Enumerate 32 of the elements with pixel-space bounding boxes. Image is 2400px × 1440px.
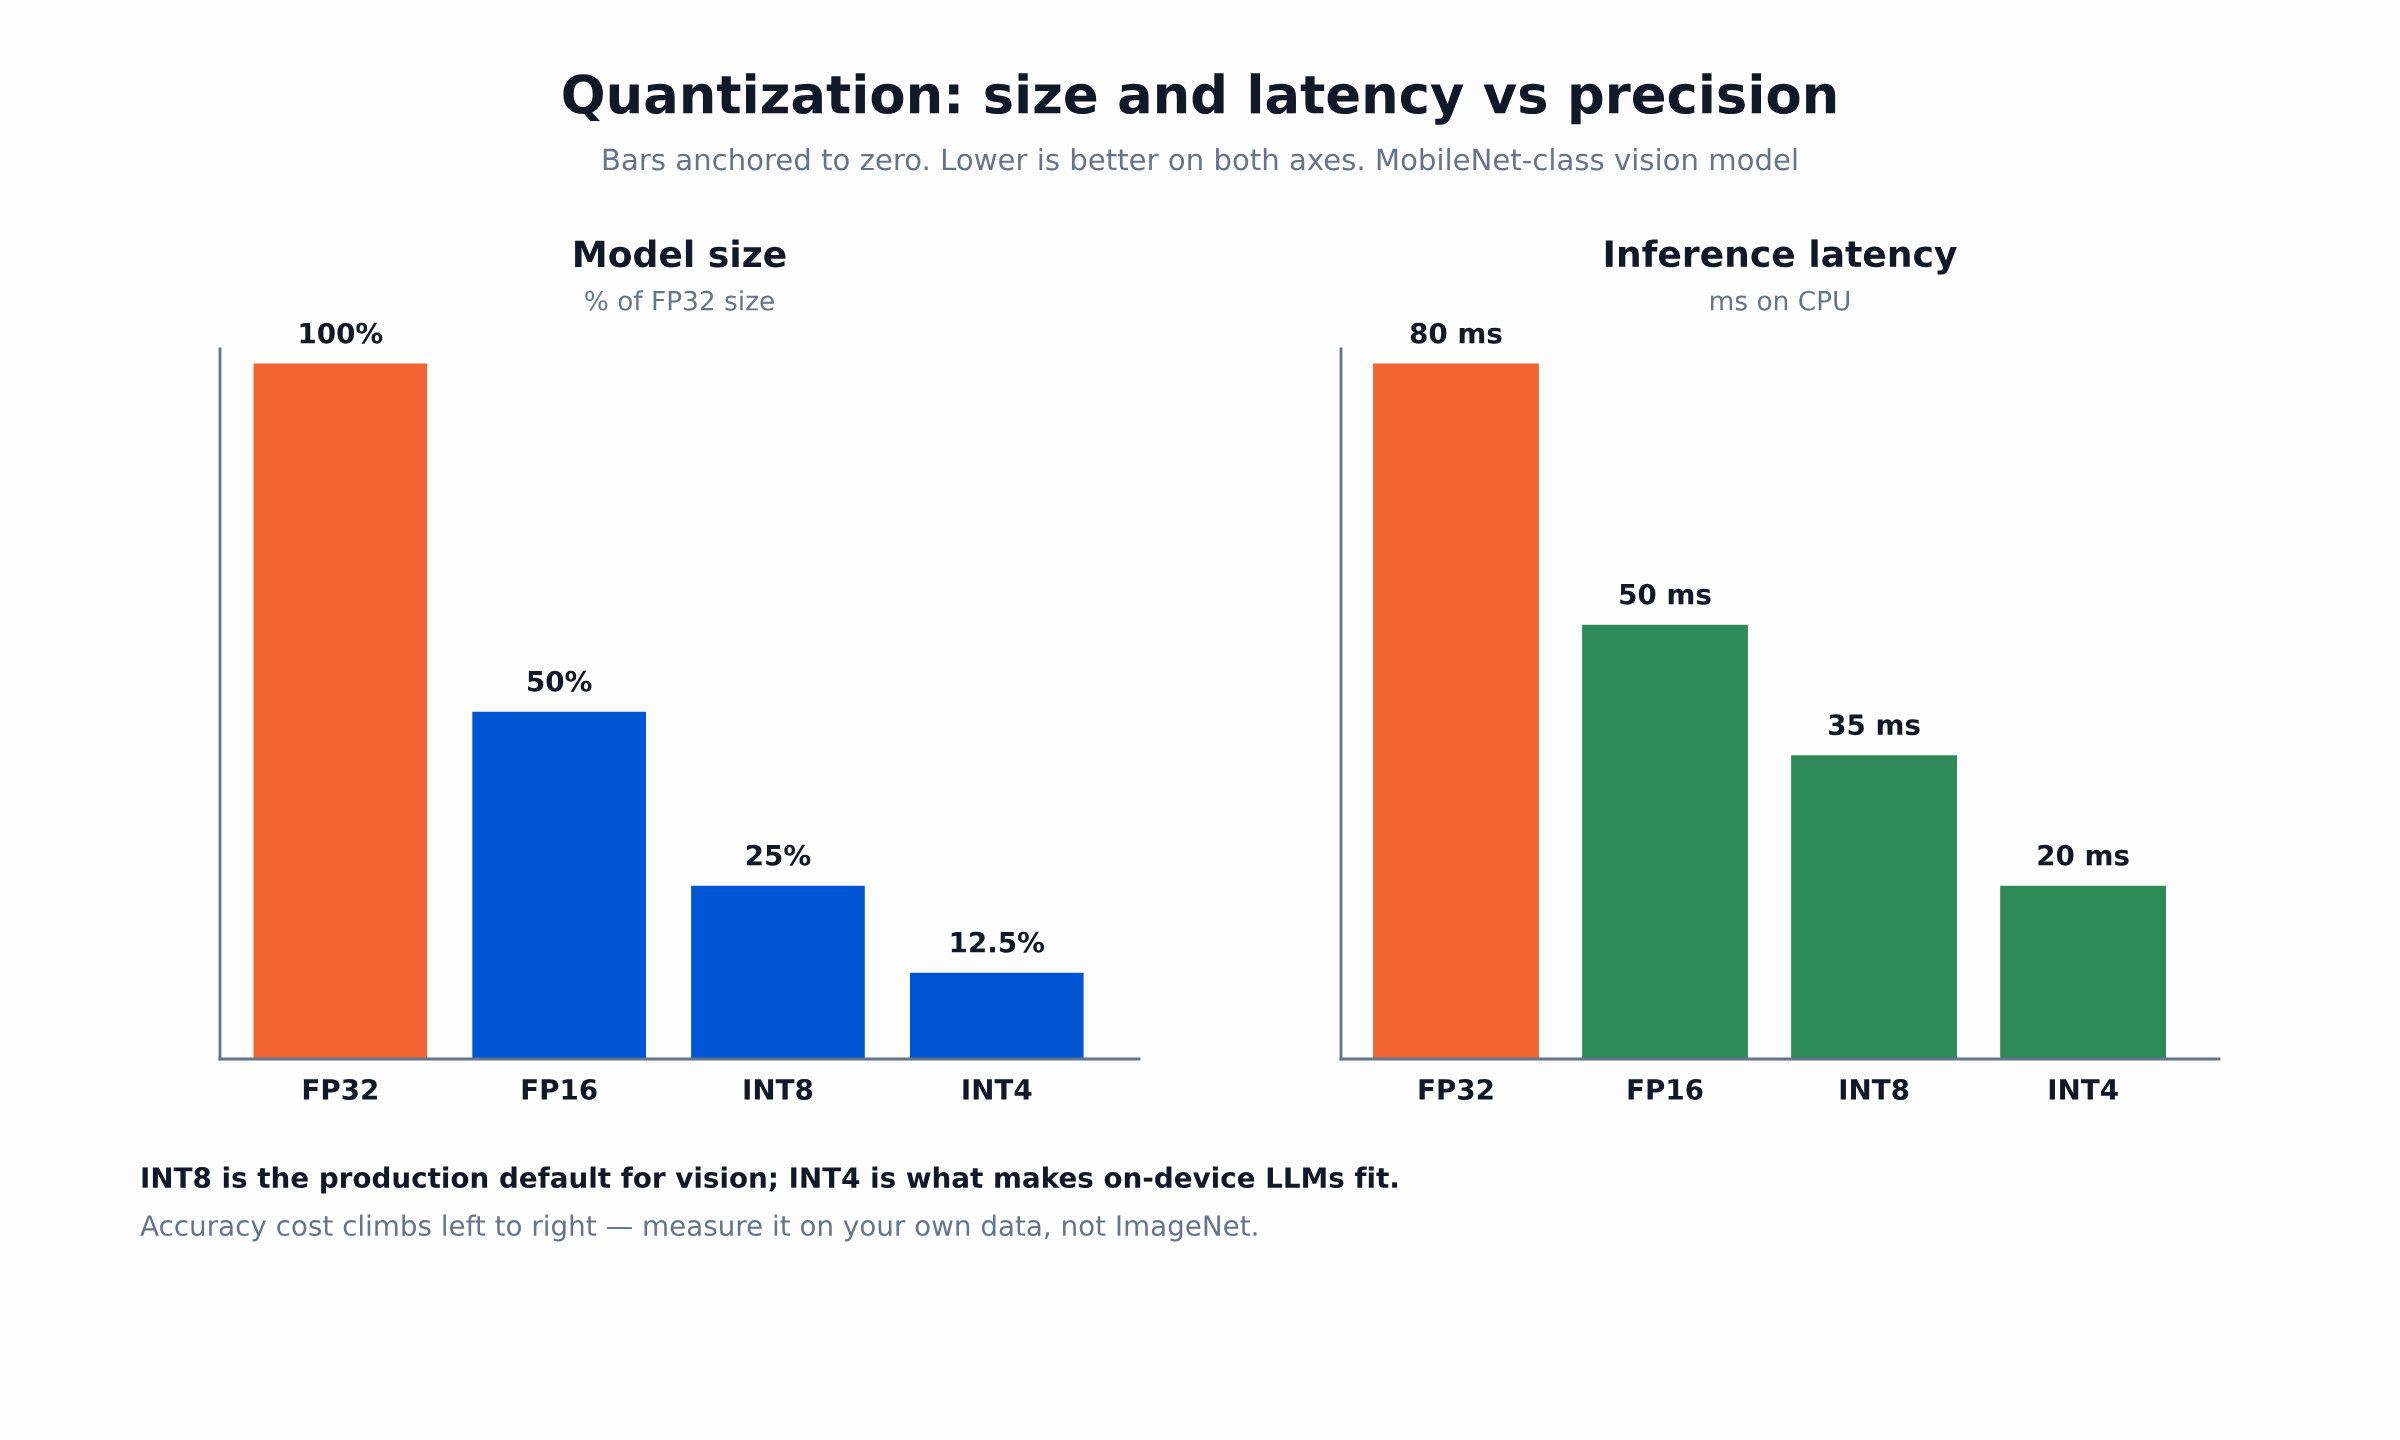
x-tick-label: INT8: [1840, 1078, 1909, 1100]
data-label: 50 ms: [1620, 583, 1711, 605]
x-tick-label: FP32: [1419, 1078, 1493, 1100]
bar: [689, 884, 867, 1059]
text: Bars anchored to zero. Lower is better on both axes. MobileNet-class vision model: [603, 147, 1797, 171]
bar: [1998, 884, 2168, 1059]
chart-title: Inference latency: [1605, 239, 1957, 275]
chart-subtitle: ms on CPU: [1711, 290, 1850, 311]
chart-title: Model size: [575, 239, 786, 268]
data-label: 50%: [528, 670, 592, 692]
text: Accuracy cost climbs left to right — measure it on your own data, not ImageNet.: [140, 1214, 1257, 1242]
bar: [1580, 623, 1750, 1059]
bar: [470, 710, 648, 1059]
x-tick-label: FP32: [303, 1078, 377, 1100]
data-label: 12.5%: [951, 931, 1045, 953]
x-tick-label: INT8: [744, 1078, 813, 1100]
text: Quantization: size and latency vs precision: [563, 73, 1836, 125]
x-tick-label: INT4: [963, 1079, 1032, 1100]
text: INT8 is the production default for vision; INT4 is what makes on-device LLMs fit.: [142, 1166, 1398, 1194]
bar: [252, 362, 429, 1059]
x-tick-label: INT4: [2049, 1079, 2118, 1100]
x-tick-label: FP16: [1628, 1078, 1703, 1100]
bar: [908, 971, 1085, 1059]
bar: [1789, 753, 1959, 1059]
data-label: 35 ms: [1829, 714, 1920, 736]
bar: [1371, 362, 1541, 1059]
x-tick-label: FP16: [522, 1078, 597, 1100]
data-label: 25%: [746, 844, 811, 866]
chart-subtitle: % of FP32 size: [585, 290, 774, 311]
data-label: 80 ms: [1410, 322, 1502, 344]
data-label: 100%: [300, 322, 383, 344]
data-label: 20 ms: [2038, 844, 2129, 866]
